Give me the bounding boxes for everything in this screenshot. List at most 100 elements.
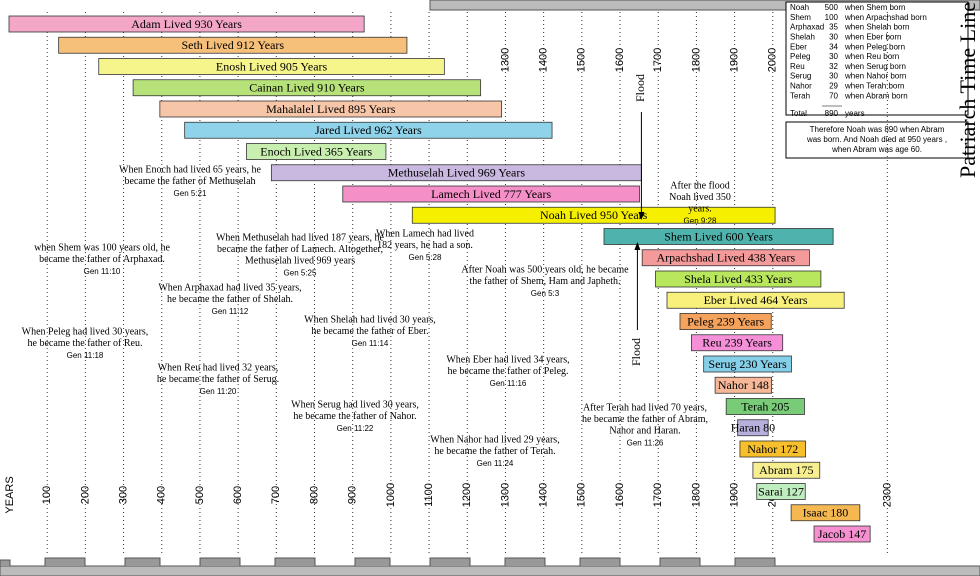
life-bar bbox=[752, 461, 821, 479]
life-bar bbox=[725, 398, 805, 415]
annotation-ref: Gen 11:16 bbox=[490, 379, 527, 388]
x-tick-label: 900 bbox=[347, 486, 359, 504]
annotation-line: he became the father of Abram, bbox=[582, 414, 708, 425]
table-text: when Nahor born bbox=[844, 72, 906, 81]
table-text: when Shem born bbox=[844, 3, 905, 12]
annotation-line: When Eber had lived 34 years, bbox=[446, 354, 569, 365]
bar-label: Mahalalel Lived 895 Years bbox=[266, 102, 396, 116]
bar-label: Enoch Lived 365 Years bbox=[260, 144, 372, 158]
table-text: when Terah born bbox=[844, 82, 904, 91]
bar-label: Noah Lived 950 Years bbox=[540, 208, 648, 222]
table-box bbox=[785, 1, 969, 116]
annotation-line: 182 years, he had a son. bbox=[377, 240, 473, 251]
annotation-line: the father of Shem, Ham and Japheth. bbox=[469, 276, 620, 287]
annotation-line: When Nahor had lived 29 years, bbox=[430, 434, 559, 445]
life-bar bbox=[246, 143, 387, 160]
annotation-ref: Gen 5:28 bbox=[409, 253, 442, 262]
bar-label: Jared Lived 962 Years bbox=[315, 123, 422, 137]
bar-label: Haran 80 bbox=[731, 421, 775, 435]
life-bar bbox=[737, 419, 769, 437]
annotation-ref: Gen 9:28 bbox=[684, 217, 717, 226]
annotation-line: After the flood bbox=[670, 180, 729, 191]
top-tick-label: 1400 bbox=[538, 48, 550, 72]
top-tick-label: 1600 bbox=[614, 48, 626, 72]
bar-label: Nahor 172 bbox=[747, 442, 798, 456]
table-text: when Reu born bbox=[844, 52, 899, 61]
top-tick-label: 2000 bbox=[767, 48, 779, 72]
bar-label: Adam Lived 930 Years bbox=[131, 17, 242, 31]
bar-label: Terah 205 bbox=[741, 399, 789, 413]
life-bar bbox=[603, 228, 834, 245]
annotation-ref: Gen 5:25 bbox=[284, 269, 317, 278]
bar-label: Abram 175 bbox=[759, 463, 813, 477]
annotation-line: he became the father of Nahor. bbox=[293, 411, 416, 422]
annotation-ref: Gen 5:21 bbox=[174, 189, 207, 198]
x-tick-label: 300 bbox=[117, 486, 129, 504]
table-number: 100 bbox=[825, 13, 839, 22]
note-line: Therefore Noah was 890 when Abram bbox=[810, 125, 945, 134]
annotation-line: he became the father of Eber. bbox=[311, 326, 428, 337]
life-bar bbox=[756, 483, 806, 500]
bar-label: Eber Lived 464 Years bbox=[704, 293, 808, 307]
table-text: when Shelah born bbox=[844, 23, 910, 32]
x-tick-label: 1200 bbox=[461, 483, 473, 507]
life-bar bbox=[98, 58, 445, 75]
bar-label: Sarai 127 bbox=[758, 484, 804, 498]
annotation-ref: Gen 5:3 bbox=[531, 289, 560, 298]
annotation-line: years. bbox=[688, 203, 712, 214]
life-bar bbox=[679, 313, 772, 330]
x-tick-label: 100 bbox=[41, 486, 53, 504]
table-name: Arphaxad bbox=[790, 23, 824, 32]
chart-title: Patriarch Time Line bbox=[955, 2, 980, 178]
annotation-line: became the father of Lamech. Altogether, bbox=[217, 244, 383, 255]
x-tick-label: 700 bbox=[270, 486, 282, 504]
annotation-line: Methuselah lived 969 years bbox=[245, 255, 355, 266]
annotation-line: When Enoch had lived 65 years, he bbox=[119, 164, 261, 175]
table-name: Shem bbox=[790, 13, 811, 22]
life-bar bbox=[58, 36, 408, 54]
annotation-line: he became the father of Reu. bbox=[28, 338, 143, 349]
table-name: Serug bbox=[790, 72, 811, 81]
top-tick-label: 1800 bbox=[690, 48, 702, 72]
annotation-ref: Gen 11:18 bbox=[67, 351, 104, 360]
annotation-ref: Gen 11:24 bbox=[477, 459, 514, 468]
annotation-ref: Gen 11:14 bbox=[352, 339, 389, 348]
table-text: when Abram born bbox=[844, 91, 908, 100]
bar-label: Reu 239 Years bbox=[702, 336, 772, 350]
life-bar bbox=[641, 249, 810, 267]
life-bar bbox=[8, 15, 365, 33]
annotation-line: When Shelah had lived 30 years, bbox=[304, 314, 436, 325]
note-box bbox=[785, 121, 969, 159]
flood-label: Flood bbox=[633, 74, 647, 102]
bar-label: Shem Lived 600 Years bbox=[664, 229, 773, 243]
x-tick-label: 800 bbox=[308, 486, 320, 504]
table-text: when Eber born bbox=[844, 33, 901, 42]
annotation-line: When Methuselah had lived 187 years, he bbox=[216, 232, 385, 243]
note-line: was born. And Noah died at 950 years , bbox=[806, 135, 947, 144]
table-number: 35 bbox=[829, 23, 838, 32]
table-name: Total bbox=[790, 109, 807, 118]
x-tick-label: 600 bbox=[232, 486, 244, 504]
table-number: 30 bbox=[829, 72, 838, 81]
x-tick-label: 1700 bbox=[652, 483, 664, 507]
bar-label: Seth Lived 912 Years bbox=[181, 38, 284, 52]
annotation-line: When Serug had lived 30 years, bbox=[291, 399, 419, 410]
bar-label: Peleg 239 Years bbox=[687, 314, 764, 328]
bar-label: Lamech Lived 777 Years bbox=[431, 187, 551, 201]
annotation-line: became the father of Methuselah bbox=[124, 176, 255, 187]
table-name: Shelah bbox=[790, 33, 815, 42]
x-tick-label: 1800 bbox=[690, 483, 702, 507]
life-bar bbox=[184, 121, 553, 139]
table-name: Peleg bbox=[790, 52, 810, 61]
life-bar bbox=[132, 79, 482, 97]
annotation-line: when Shem was 100 years old, he bbox=[34, 242, 170, 253]
table-number: 500 bbox=[825, 3, 839, 12]
life-bar bbox=[703, 355, 792, 373]
bar-label: Shela Lived 433 Years bbox=[684, 272, 792, 286]
x-tick-label: 2300 bbox=[881, 483, 893, 507]
table-number: 29 bbox=[829, 82, 838, 91]
bar-label: Nahor 148 bbox=[718, 378, 769, 392]
x-axis-label: YEARS bbox=[4, 476, 16, 513]
annotation-line: When Lamech had lived bbox=[376, 228, 474, 239]
